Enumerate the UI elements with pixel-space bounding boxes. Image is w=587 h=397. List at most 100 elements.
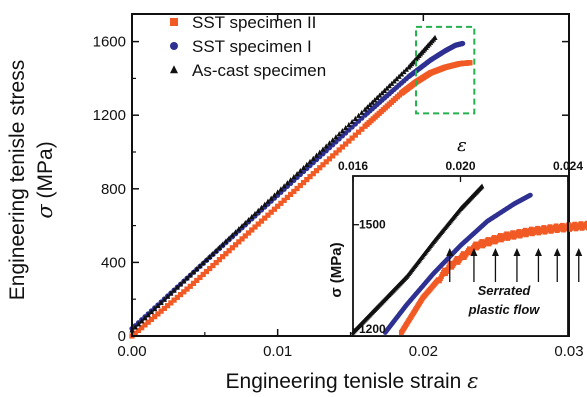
main-data-point [174,284,180,290]
inset-data-point [516,229,522,234]
main-data-point [359,126,365,132]
main-data-point [271,192,278,198]
main-data-point [226,248,232,254]
main-data-point [213,260,219,266]
main-data-point [330,153,336,159]
main-data-point [152,314,158,320]
main-data-point [190,280,197,286]
serrated-annotation-line2: plastic flow [468,302,541,317]
main-data-point [161,305,167,311]
main-data-point [229,232,235,238]
main-data-point [216,244,222,250]
main-data-point [213,247,219,253]
main-data-point [171,297,177,303]
main-data-point [265,212,271,218]
main-data-point [210,262,216,269]
inset-data-point [485,237,491,242]
inset-data-point [584,220,587,226]
main-data-point [297,167,303,174]
main-data-point [220,254,226,260]
y-tick-label: 800 [101,181,126,198]
main-data-point [333,134,339,140]
main-data-point [288,191,294,198]
main-data-point [323,143,329,149]
main-data-point [242,220,248,226]
highlight-box [415,25,476,115]
main-data-point [232,242,239,248]
main-data-point [460,40,466,47]
main-data-point [258,204,265,210]
inset-y-tick-label: 1500 [359,218,386,232]
main-data-point [139,325,145,331]
legend-marker [170,42,178,50]
main-data-point [255,207,261,213]
main-data-point [330,137,336,143]
main-data-point [467,60,473,66]
main-data-point [275,203,281,209]
main-data-point [262,215,268,221]
main-data-point [297,182,303,189]
inset-data-point [510,230,516,236]
y-tick-label: 0 [118,328,126,345]
main-data-point [271,206,278,212]
inset-data-point [497,233,503,238]
main-data-point [239,236,245,242]
main-data-point [177,292,184,298]
main-data-point [249,227,255,233]
main-data-point [336,131,342,137]
main-data-point [300,179,307,186]
main-data-point [268,209,274,215]
main-data-point [281,197,287,203]
main-data-point [252,210,258,217]
serration-arrows [446,248,583,282]
main-data-point [323,159,329,165]
y-axis-unit: σ (MPa) [33,141,57,218]
main-data-point [304,161,310,167]
main-data-point [249,213,255,220]
inset-x-tick-label: 0.020 [445,159,475,173]
main-data-point [300,164,307,171]
y-tick-label: 1600 [93,34,126,51]
main-x-tick-labels: 0.00 0.01 0.02 0.03 [117,343,583,360]
main-data-point [291,188,297,195]
legend: SST specimen II SST specimen I As-cast spe… [170,13,326,80]
main-data-point [352,132,358,138]
inset-data-point [473,241,478,247]
inset-data-point [504,231,510,237]
main-data-point [148,308,155,315]
main-data-point [242,233,248,239]
main-data-point [317,149,323,155]
main-data-point [326,156,333,162]
main-data-point [142,322,148,328]
x-tick-label: 0.00 [117,343,146,360]
legend-label: SST specimen I [192,37,312,56]
inset-x-title: ε [457,135,467,156]
main-data-point [349,135,355,141]
serrated-annotation-line1: Serrated [478,283,532,298]
inset-x-tick-label: 0.016 [338,159,368,173]
y-axis-title: Engineering tenisle stress [6,60,29,300]
main-data-point [216,257,222,263]
y-axis-title-line2: σ (MPa) [33,141,57,218]
main-data-point [187,283,193,289]
main-data-point [313,168,320,174]
legend-item: SST specimen II [170,13,316,32]
main-data-point [232,229,239,235]
main-data-point [245,230,252,236]
main-data-point [200,271,206,278]
main-data-point [135,321,142,327]
main-data-point [165,293,171,299]
main-data-point [310,155,316,161]
main-data-point [278,186,284,192]
main-data-point [207,253,213,259]
main-data-point [145,312,151,318]
main-data-point [155,311,161,317]
main-data-point [258,218,265,224]
inset-plot: 0.016 0.020 0.024 1200 1500 ε σ (MPa) Serrat… [328,135,587,337]
main-data-point [432,34,438,40]
inset-data-point [547,224,553,230]
legend-item: As-cast specimen [170,61,326,80]
main-data-point [265,198,271,204]
inset-data-point [522,227,528,233]
main-data-point [275,189,281,195]
